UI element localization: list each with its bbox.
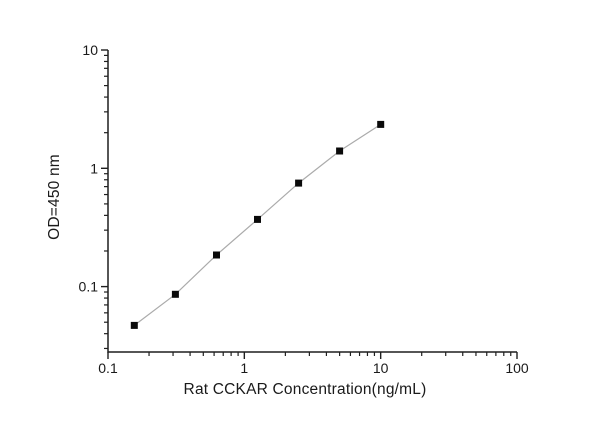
y-axis-title: OD=450 nm bbox=[46, 154, 63, 240]
standard-curve-line bbox=[133, 123, 382, 326]
data-point-marker bbox=[130, 321, 138, 329]
x-tick-label: 10 bbox=[373, 360, 389, 376]
y-tick-label: 10 bbox=[82, 42, 98, 58]
x-axis-title: Rat CCKAR Concentration(ng/mL) bbox=[183, 381, 427, 398]
data-point-marker bbox=[171, 290, 179, 298]
data-point-marker bbox=[295, 179, 303, 187]
axes-frame bbox=[107, 50, 517, 353]
x-tick-label: 1 bbox=[240, 360, 248, 376]
data-point-marker bbox=[254, 215, 261, 223]
data-point-marker bbox=[213, 251, 220, 259]
y-tick-label: 0.1 bbox=[79, 279, 99, 295]
x-tick-label: 100 bbox=[505, 360, 529, 376]
data-point-marker bbox=[377, 120, 385, 128]
x-tick-label: 0.1 bbox=[98, 360, 118, 376]
data-point-marker bbox=[336, 147, 344, 155]
y-tick-label: 1 bbox=[90, 160, 98, 176]
